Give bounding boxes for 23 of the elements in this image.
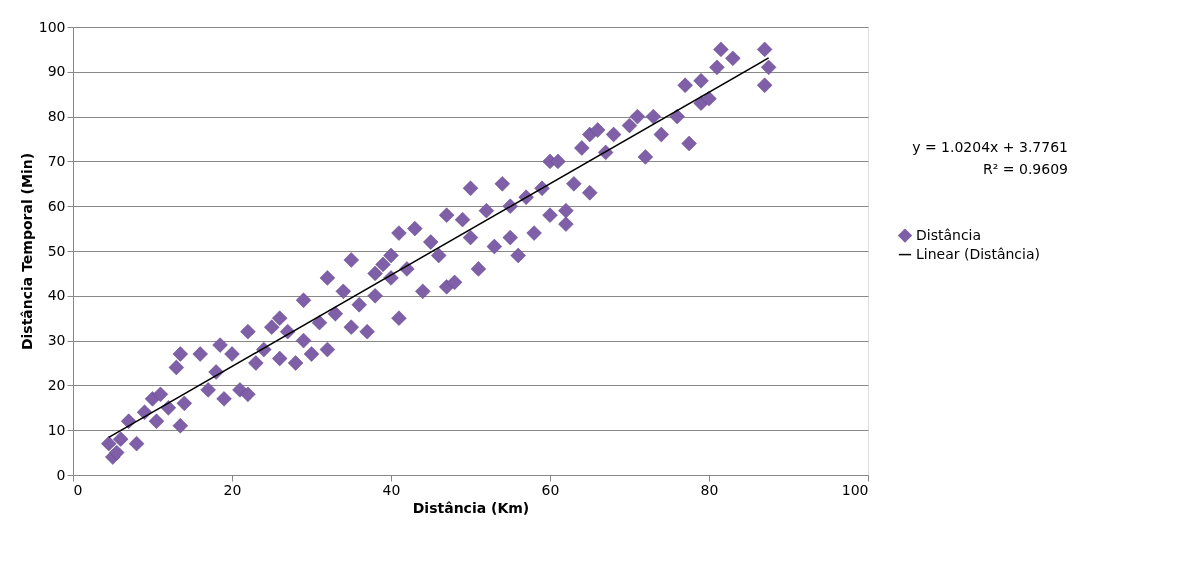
y-tick-label: 100	[38, 18, 66, 35]
y-tick-label: 20	[47, 376, 66, 393]
y-tick-label: 40	[47, 287, 66, 304]
y-axis-title: Distância Temporal (Min)	[18, 152, 35, 351]
y-tick-label: 70	[47, 152, 66, 169]
y-tick-label: 30	[47, 332, 66, 349]
y-tick-label: 90	[47, 63, 66, 80]
text: R² = 0.9609	[983, 160, 1068, 177]
y-tick-label: 10	[47, 421, 66, 438]
y-tick-label: 60	[47, 197, 66, 214]
text: y = 1.0204x + 3.7761	[912, 138, 1068, 155]
x-axis-title: Distância (Km)	[412, 499, 530, 516]
x-tick-label: 20	[223, 481, 242, 498]
legend-label: Linear (Distância)	[916, 245, 1040, 262]
x-tick-label: 100	[841, 481, 869, 498]
legend-label: Distância	[916, 226, 982, 243]
x-tick-label: 40	[382, 481, 401, 498]
y-tick-label: 50	[47, 242, 66, 259]
x-tick-label: 80	[700, 481, 719, 498]
x-tick-label: 0	[73, 481, 83, 498]
y-tick-label: 80	[47, 108, 66, 125]
x-tick-label: 60	[541, 481, 560, 498]
y-tick-label: 0	[56, 466, 66, 483]
